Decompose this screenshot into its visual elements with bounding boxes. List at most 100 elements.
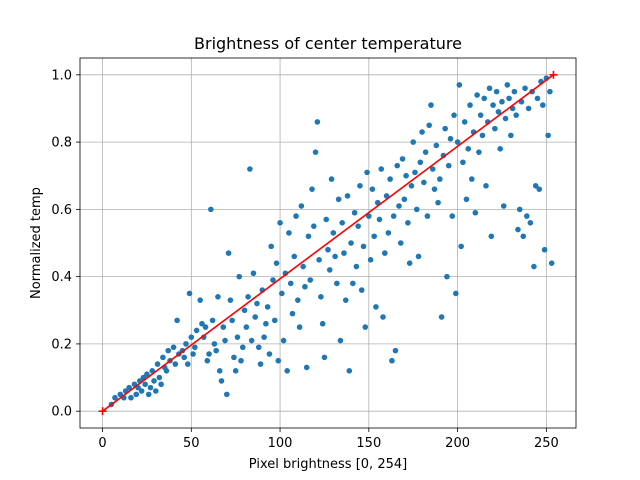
scatter-point: [502, 115, 509, 122]
scatter-point: [273, 260, 280, 266]
scatter-point: [206, 351, 212, 357]
scatter-point: [467, 102, 473, 108]
scatter-point: [264, 304, 271, 310]
scatter-point: [261, 334, 267, 340]
scatter-point: [472, 209, 479, 216]
scatter-point: [128, 394, 134, 401]
scatter-point: [451, 112, 457, 118]
scatter-point: [396, 203, 402, 209]
scatter-point: [378, 166, 385, 172]
scatter-point: [192, 344, 198, 351]
scatter-point: [310, 223, 317, 229]
scatter-point: [335, 196, 342, 203]
scatter-point: [321, 354, 328, 361]
scatter-point: [174, 317, 180, 324]
scatter-point: [330, 230, 337, 236]
scatter-point: [238, 357, 244, 364]
plot-frame: [79, 57, 577, 429]
scatter-point: [516, 206, 523, 213]
scatter-point: [316, 257, 322, 263]
scatter-point: [410, 139, 417, 145]
scatter-point: [211, 341, 218, 347]
scatter-point: [218, 378, 225, 384]
scatter-point: [341, 250, 347, 256]
scatter-point: [454, 139, 461, 145]
scatter-point: [323, 216, 330, 223]
scatter-point: [224, 391, 230, 398]
fit-line-series: [98, 70, 558, 416]
scatter-point: [266, 351, 273, 357]
scatter-point: [531, 263, 537, 270]
scatter-point: [405, 220, 411, 226]
scatter-point: [525, 105, 532, 112]
scatter-point: [547, 88, 553, 95]
scatter-point: [307, 277, 314, 283]
scatter-point: [437, 176, 443, 182]
fit-line-marker: [549, 70, 558, 79]
scatter-point: [447, 135, 454, 142]
scatter-point: [232, 368, 239, 374]
scatter-point: [415, 253, 422, 260]
scatter-series: [108, 75, 555, 408]
scatter-point: [229, 317, 235, 324]
scatter-point: [426, 122, 432, 129]
y-tick-label: 1.0: [51, 68, 72, 83]
scatter-point: [163, 368, 170, 374]
scatter-point: [225, 250, 232, 256]
scatter-point: [389, 357, 395, 364]
scatter-point: [445, 162, 452, 169]
scatter-point: [380, 314, 386, 320]
scatter-point: [275, 357, 282, 364]
scatter-point: [160, 354, 166, 361]
scatter-point: [296, 324, 303, 330]
scatter-point: [339, 220, 346, 226]
scatter-point: [142, 381, 148, 388]
scatter-point: [541, 246, 548, 253]
scatter-point: [117, 391, 124, 398]
scatter-point: [534, 95, 541, 102]
scatter-point: [254, 300, 260, 307]
scatter-point: [385, 230, 392, 236]
scatter-point: [497, 146, 503, 152]
scatter-point: [431, 186, 438, 192]
scatter-point: [154, 361, 161, 367]
scatter-point: [355, 223, 361, 229]
scatter-point: [326, 267, 333, 273]
y-tick-label: 0.4: [51, 270, 72, 285]
x-tick-label: 0: [98, 436, 106, 451]
scatter-point: [332, 253, 338, 260]
scatter-point: [255, 344, 262, 351]
scatter-point: [186, 290, 193, 297]
scatter-point: [515, 226, 521, 233]
scatter-point: [476, 149, 482, 155]
scatter-point: [373, 304, 379, 310]
scatter-point: [532, 183, 539, 189]
scatter-point: [499, 98, 505, 105]
scatter-point: [468, 176, 475, 182]
scatter-point: [358, 287, 365, 293]
scatter-point: [362, 324, 369, 330]
scatter-point: [227, 297, 234, 303]
scatter-point: [220, 324, 227, 330]
scatter-point: [348, 240, 354, 246]
scatter-point: [490, 102, 496, 108]
scatter-point: [300, 263, 306, 270]
scatter-point: [298, 203, 305, 209]
scatter-point: [144, 371, 150, 377]
scatter-point: [364, 169, 370, 176]
scatter-point: [286, 230, 292, 236]
scatter-point: [252, 314, 259, 320]
scatter-point: [474, 92, 480, 98]
scatter-point: [433, 142, 440, 149]
scatter-point: [360, 243, 367, 250]
scatter-point: [293, 213, 299, 219]
scatter-point: [245, 294, 251, 300]
scatter-point: [442, 125, 448, 132]
chart-title: Brightness of center temperature: [194, 34, 462, 53]
scatter-point: [438, 314, 445, 320]
scatter-point: [241, 307, 248, 314]
scatter-point: [342, 297, 349, 303]
scatter-point: [151, 378, 157, 384]
scatter-point: [291, 253, 298, 260]
scatter-point: [412, 169, 418, 176]
